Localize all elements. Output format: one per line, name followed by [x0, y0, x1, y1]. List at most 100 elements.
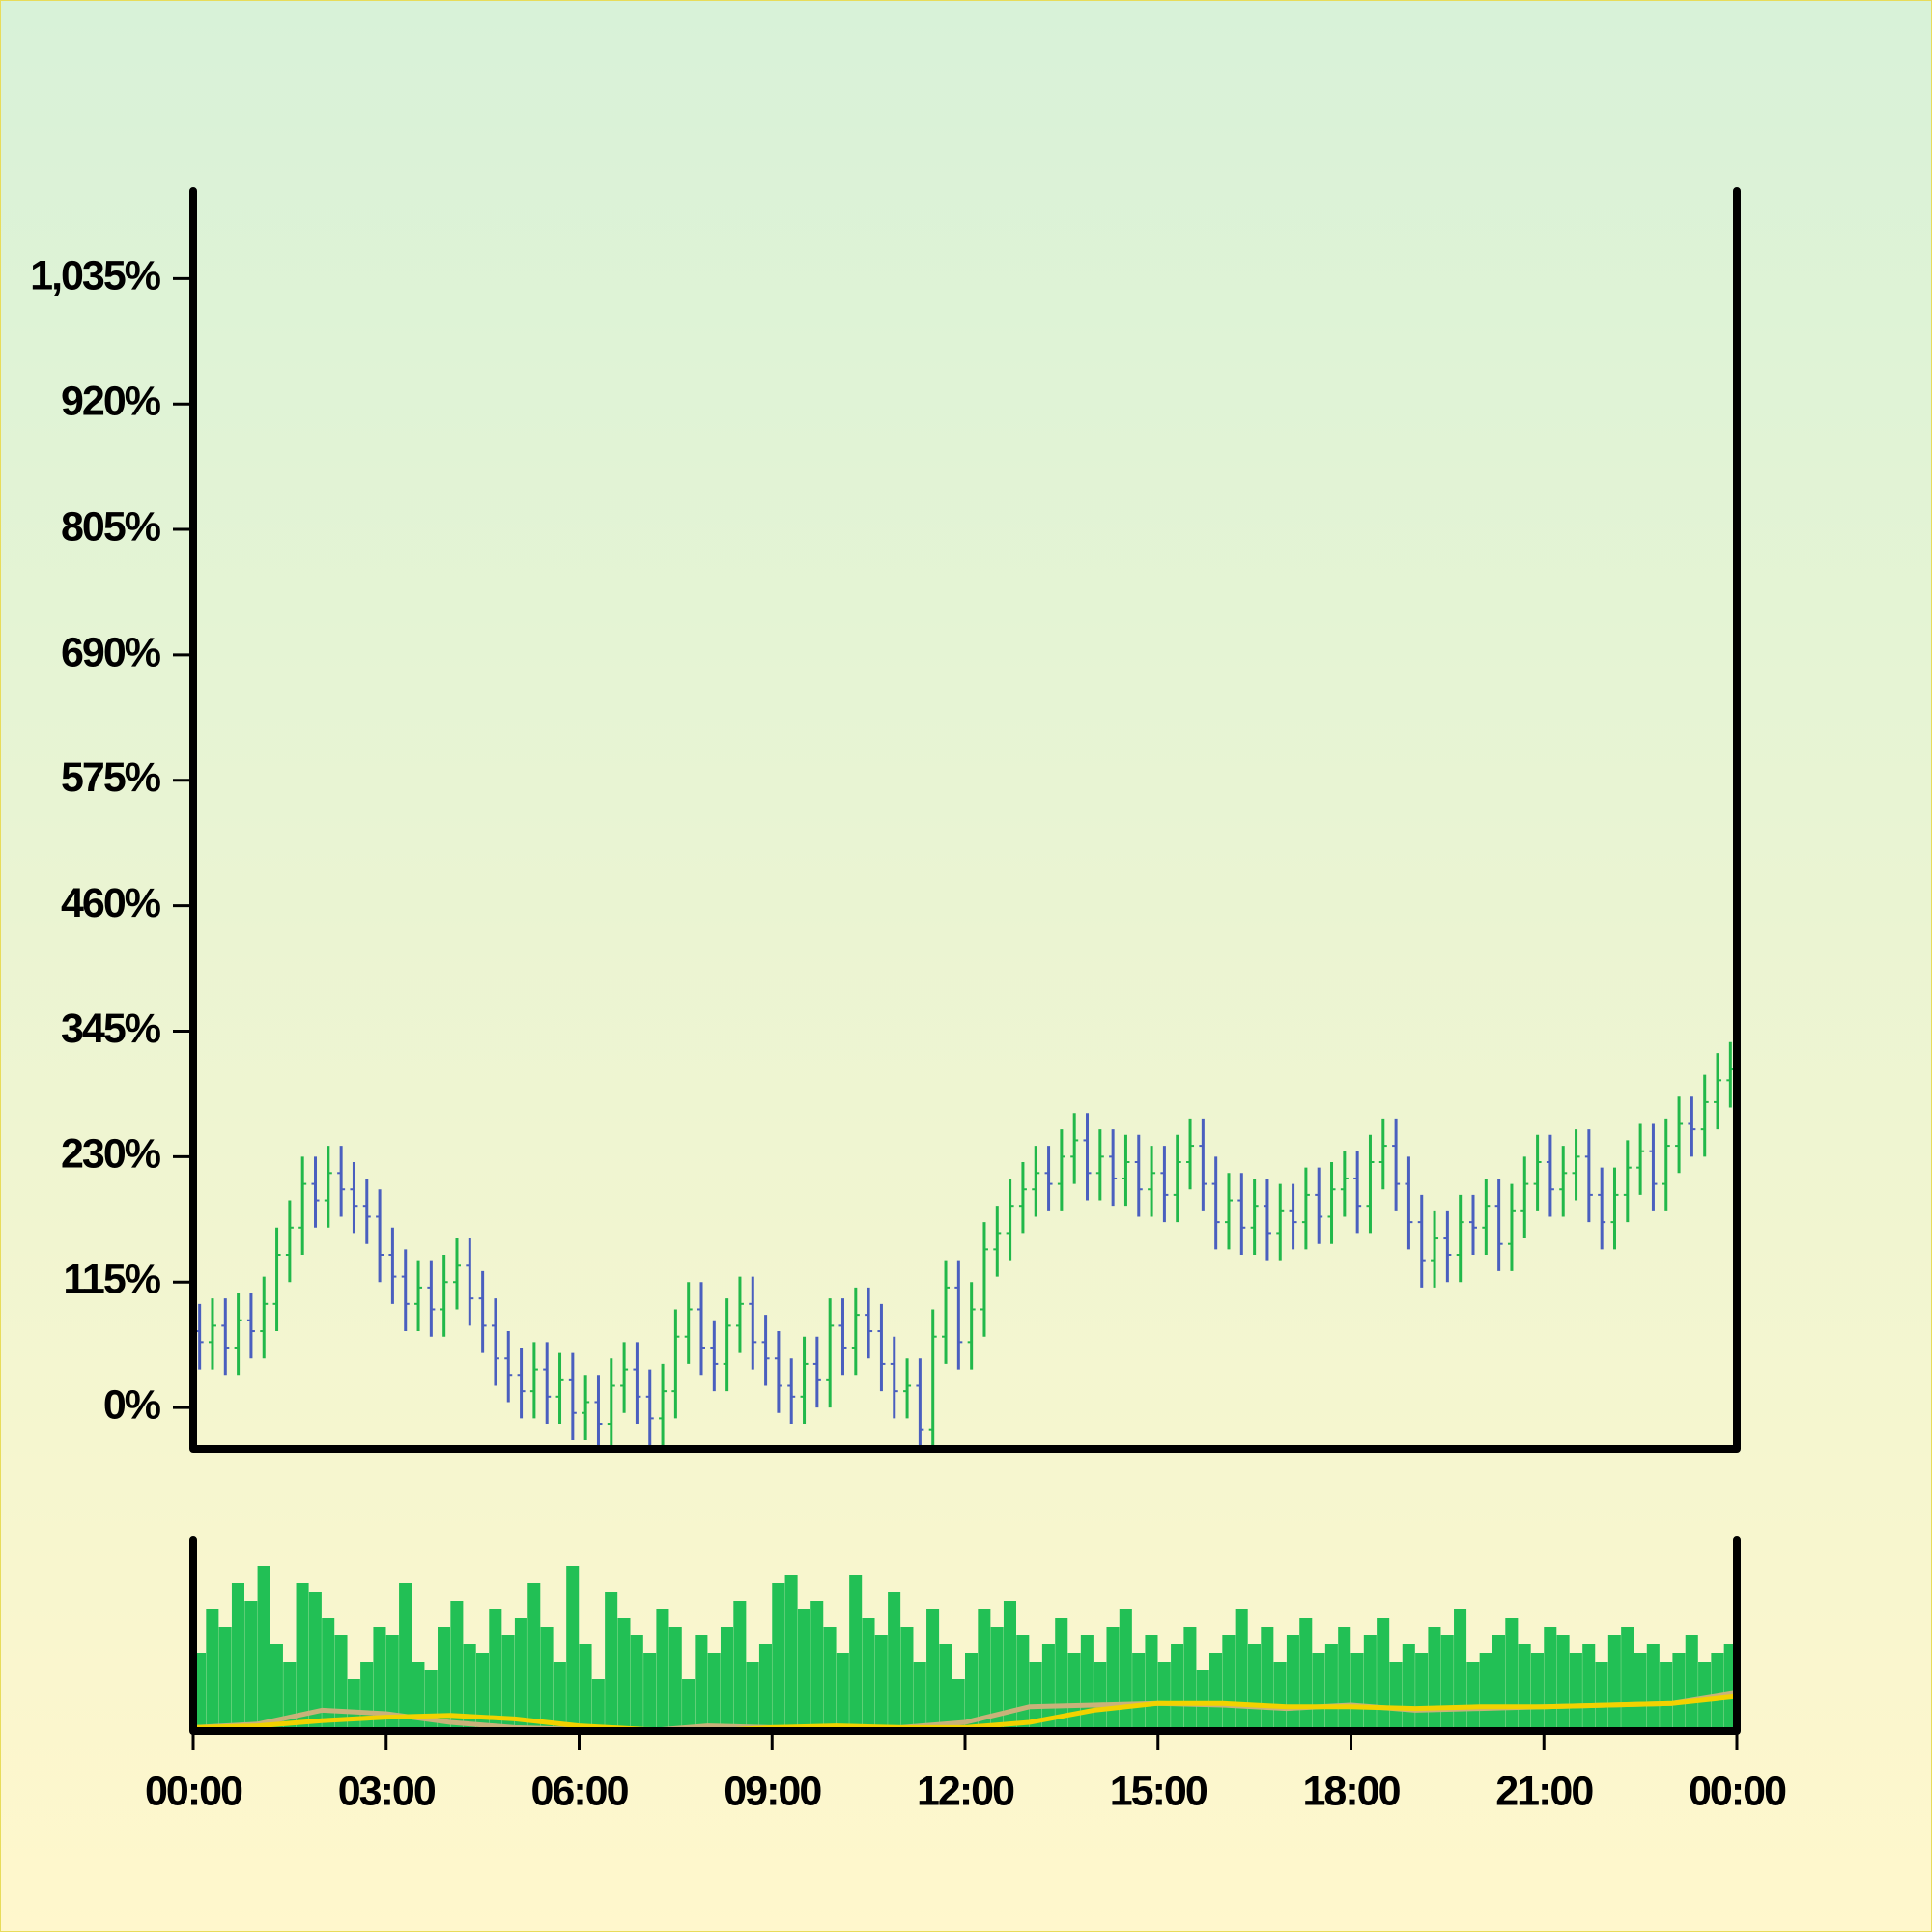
x-tick-label: 06:00: [531, 1768, 629, 1814]
y-tick-label: 690%: [61, 629, 161, 675]
x-tick-label: 15:00: [1110, 1768, 1208, 1814]
volume-bar: [218, 1627, 232, 1731]
volume-bar: [1299, 1618, 1313, 1731]
volume-bar: [412, 1662, 425, 1731]
volume-bar: [540, 1627, 554, 1731]
volume-bar: [1145, 1635, 1158, 1731]
volume-bar: [900, 1627, 914, 1731]
x-tick-label: 00:00: [1689, 1768, 1786, 1814]
volume-bar: [1595, 1662, 1608, 1731]
volume-bar: [1016, 1635, 1030, 1731]
volume-bar: [1389, 1662, 1403, 1731]
volume-bar: [1660, 1662, 1673, 1731]
volume-bar: [1261, 1627, 1274, 1731]
y-tick-label: 805%: [61, 503, 161, 550]
volume-bar: [1222, 1635, 1236, 1731]
volume-bar: [772, 1583, 785, 1731]
volume-bar: [1312, 1653, 1325, 1731]
volume-bar: [939, 1644, 952, 1731]
volume-bar: [489, 1609, 502, 1731]
y-tick-label: 1,035%: [30, 253, 161, 299]
volume-bar: [1685, 1635, 1698, 1731]
volume-bar: [1672, 1653, 1686, 1731]
y-tick-label: 460%: [61, 880, 161, 926]
volume-bar: [399, 1583, 412, 1731]
volume-bar: [1544, 1627, 1557, 1731]
y-tick-label: 0%: [103, 1381, 161, 1428]
y-tick-label: 920%: [61, 379, 161, 425]
price-axis-frame: [189, 187, 1741, 1453]
volume-bar: [1324, 1644, 1338, 1731]
volume-bar: [1183, 1627, 1197, 1731]
volume-axis-frame: [189, 1536, 1741, 1735]
volume-bar: [1338, 1627, 1351, 1731]
volume-bar: [244, 1601, 258, 1731]
volume-bar: [527, 1583, 541, 1731]
x-tick-label: 03:00: [338, 1768, 436, 1814]
volume-bar: [797, 1609, 810, 1731]
volume-bar: [1106, 1627, 1120, 1731]
volume-bar: [257, 1566, 270, 1731]
volume-bar: [283, 1662, 297, 1731]
volume-bar: [823, 1627, 837, 1731]
price-plot: [195, 1041, 1735, 1449]
volume-bar: [1363, 1635, 1377, 1731]
volume-bar: [617, 1618, 631, 1731]
volume-bar: [1711, 1653, 1724, 1731]
volume-bar: [334, 1635, 348, 1731]
volume-bar: [1286, 1635, 1299, 1731]
volume-bar: [206, 1609, 219, 1731]
volume-bar: [1634, 1653, 1647, 1731]
volume-bar: [1067, 1653, 1081, 1731]
volume-bar: [1518, 1644, 1531, 1731]
volume-bar: [296, 1583, 309, 1731]
volume-bar: [1094, 1662, 1107, 1731]
volume-bar: [1428, 1627, 1441, 1731]
volume-bar: [874, 1635, 888, 1731]
volume-bar: [990, 1627, 1004, 1731]
volume-bar: [695, 1635, 708, 1731]
volume-bar: [1621, 1627, 1634, 1731]
volume-bar: [270, 1644, 283, 1731]
volume-bar: [591, 1679, 605, 1731]
volume-bar: [1454, 1609, 1467, 1731]
volume-bar: [373, 1627, 386, 1731]
volume-bar: [1055, 1618, 1068, 1731]
volume-bar: [1132, 1653, 1146, 1731]
volume-bar: [643, 1653, 657, 1731]
volume-bar: [1209, 1653, 1223, 1731]
volume-bar: [758, 1644, 772, 1731]
volume-bar: [720, 1627, 734, 1731]
volume-bar: [566, 1566, 580, 1731]
volume-bar: [1119, 1609, 1132, 1731]
volume-bar: [1003, 1601, 1017, 1731]
volume-bar: [668, 1627, 682, 1731]
volume-bar: [385, 1635, 399, 1731]
volume-bar: [553, 1662, 566, 1731]
volume-bar: [1171, 1644, 1184, 1731]
volume-bar: [1157, 1662, 1171, 1731]
y-tick-label: 115%: [63, 1257, 160, 1303]
volume-bar: [1080, 1635, 1094, 1731]
volume-bar: [1350, 1653, 1364, 1731]
volume-bar: [1556, 1635, 1570, 1731]
volume-bar: [1505, 1618, 1519, 1731]
y-tick-label: 230%: [61, 1131, 161, 1178]
x-tick-label: 00:00: [145, 1768, 242, 1814]
volume-bar: [1041, 1644, 1055, 1731]
x-tick-label: 21:00: [1495, 1768, 1593, 1814]
volume-bar: [1646, 1644, 1660, 1731]
volume-bar: [1530, 1653, 1544, 1731]
volume-bar: [1440, 1635, 1454, 1731]
volume-bar: [1247, 1644, 1262, 1731]
axes: 0% 115% 230% 345% 460% 575% 690% 805% 920% 1,035%…: [30, 187, 1788, 1814]
volume-bar: [514, 1618, 527, 1731]
volume-bar: [1569, 1653, 1582, 1731]
volume-bar: [1402, 1644, 1415, 1731]
volume-bar: [1479, 1653, 1492, 1731]
volume-bar: [308, 1592, 322, 1731]
volume-bar: [1029, 1662, 1042, 1731]
volume-bar: [1235, 1609, 1248, 1731]
